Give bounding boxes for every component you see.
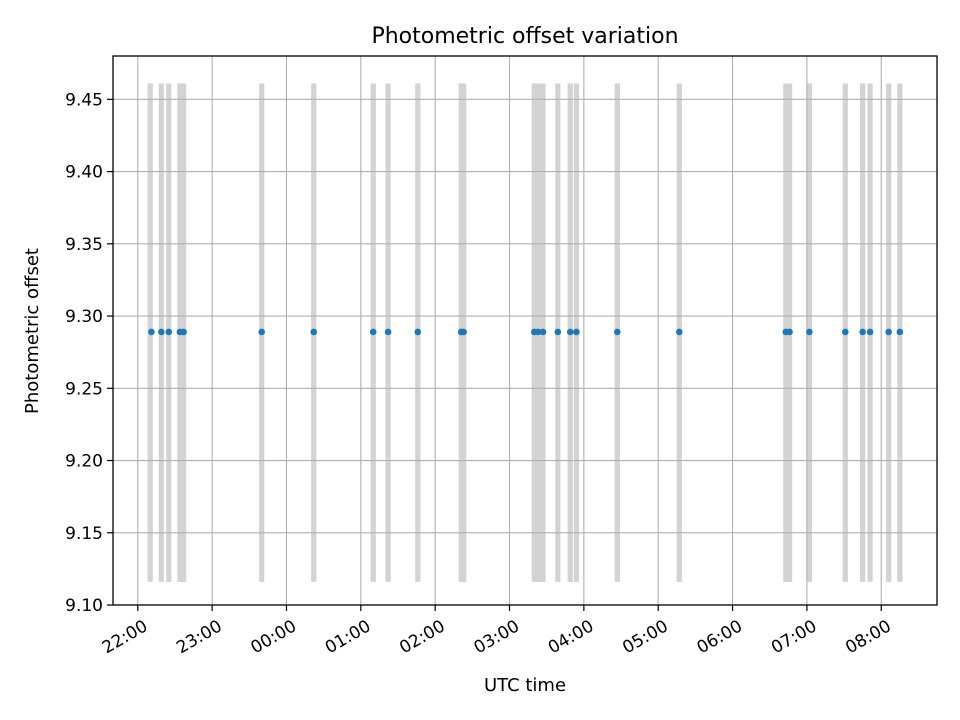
data-point — [310, 328, 318, 336]
data-point — [148, 328, 155, 336]
data-point — [885, 328, 892, 336]
y-axis: 9.10 9.15 9.20 9.25 9.30 9.35 9.40 9.45 — [65, 90, 113, 616]
data-point — [806, 328, 813, 336]
y-tick-label: 9.40 — [65, 163, 103, 183]
data-point — [384, 328, 392, 336]
data-point — [460, 328, 467, 336]
data-point — [842, 328, 849, 336]
data-point — [158, 328, 165, 336]
data-point — [180, 328, 187, 336]
data-point — [896, 328, 904, 336]
data-point — [554, 328, 562, 336]
data-point — [258, 328, 265, 336]
data-point — [165, 328, 173, 336]
y-axis-label: Photometric offset — [22, 248, 43, 414]
y-tick-label: 9.10 — [65, 596, 103, 616]
data-point — [566, 328, 574, 336]
data-point — [573, 328, 580, 336]
data-point — [859, 328, 866, 336]
grid — [113, 56, 937, 606]
y-tick-label: 9.20 — [65, 452, 103, 472]
data-point — [675, 328, 683, 336]
x-axis-label: UTC time — [484, 675, 566, 696]
data-points — [148, 328, 904, 336]
y-tick-label: 9.35 — [65, 235, 103, 255]
data-point — [866, 328, 874, 336]
y-tick-label: 9.25 — [65, 379, 103, 399]
y-tick-label: 9.45 — [65, 90, 103, 110]
data-point — [614, 328, 621, 336]
data-point — [786, 328, 793, 336]
data-point — [539, 328, 547, 336]
plot-frame — [112, 55, 938, 606]
chart-title: Photometric offset variation — [371, 24, 678, 49]
y-tick-label: 9.15 — [65, 524, 103, 544]
data-point — [534, 328, 542, 336]
data-point — [414, 328, 422, 336]
data-point — [369, 328, 377, 336]
y-tick-label: 9.30 — [65, 307, 103, 327]
